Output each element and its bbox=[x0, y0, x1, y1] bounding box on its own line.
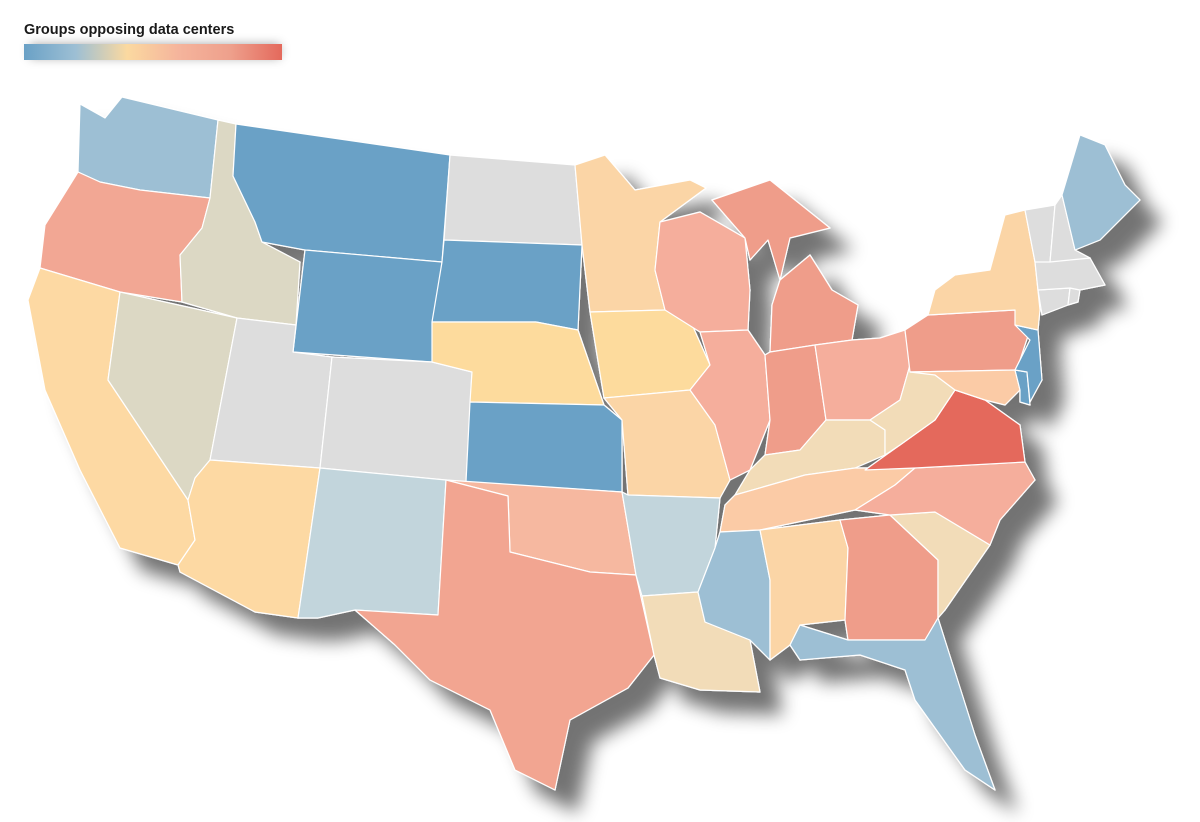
state-new-york bbox=[927, 209, 1041, 331]
state-west-virginia bbox=[869, 364, 956, 456]
legend-title: Groups opposing data centers bbox=[24, 22, 235, 38]
state-rhode-island bbox=[1067, 287, 1081, 306]
state-illinois bbox=[689, 329, 771, 481]
state-new-hampshire bbox=[1049, 194, 1091, 263]
legend: Groups opposing data centers bbox=[24, 22, 284, 60]
state-connecticut bbox=[1037, 287, 1071, 316]
state-maine bbox=[1061, 134, 1141, 251]
state-kansas bbox=[465, 401, 623, 493]
legend-color-scale bbox=[24, 44, 282, 60]
state-new-jersey bbox=[1014, 324, 1043, 403]
state-florida bbox=[789, 617, 996, 791]
state-north-carolina bbox=[854, 461, 1036, 546]
state-pennsylvania bbox=[904, 309, 1031, 373]
state-new-mexico bbox=[297, 467, 447, 619]
state-north-dakota bbox=[443, 154, 583, 246]
state-montana bbox=[232, 123, 451, 263]
state-texas bbox=[354, 479, 655, 791]
state-colorado bbox=[319, 356, 473, 483]
state-arizona bbox=[177, 459, 321, 619]
state-massachusetts bbox=[1034, 257, 1106, 291]
state-wyoming bbox=[292, 249, 443, 363]
state-south-dakota bbox=[431, 239, 583, 331]
